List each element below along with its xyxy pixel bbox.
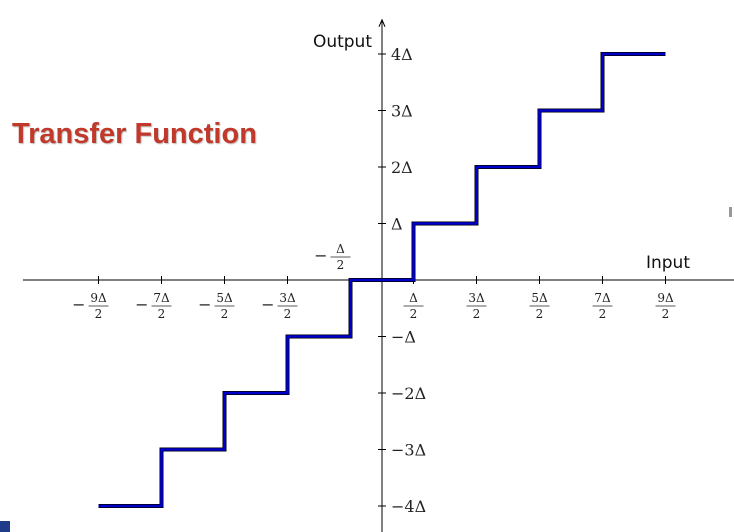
- series: [98, 52, 666, 508]
- tick-denominator: 2: [337, 258, 345, 272]
- tick-sign: −: [314, 246, 327, 265]
- tick-numerator: 5Δ: [531, 291, 548, 305]
- slide-corner-accent: [0, 521, 10, 532]
- x-tick-label: 9Δ2: [655, 291, 676, 321]
- tick-denominator: 2: [599, 307, 607, 321]
- x-tick-label: −5Δ 2: [198, 291, 235, 321]
- slide-edge-mark: [729, 207, 732, 217]
- y-tick-label: 2Δ: [391, 158, 413, 177]
- y-tick-label: −3Δ: [391, 441, 426, 460]
- tick-denominator: 2: [662, 307, 670, 321]
- series-line: [98, 52, 666, 508]
- slide-title: Transfer Function: [12, 118, 257, 150]
- y-axis-label: Output: [313, 32, 372, 52]
- tick-numerator: Δ: [336, 242, 345, 256]
- tick-numerator: 7Δ: [153, 291, 170, 305]
- tick-denominator: 2: [158, 307, 166, 321]
- tick-denominator: 2: [284, 307, 292, 321]
- x-axis-label: Input: [646, 253, 690, 273]
- tick-denominator: 2: [536, 307, 544, 321]
- x-tick-label-neg-half: − Δ 2: [314, 242, 351, 272]
- tick-denominator: 2: [410, 307, 418, 321]
- x-tick-label: 3Δ2: [466, 291, 487, 321]
- x-tick-label: −9Δ 2: [72, 291, 109, 321]
- tick-numerator: 3Δ: [279, 291, 296, 305]
- tick-sign: −: [261, 295, 274, 314]
- tick-denominator: 2: [95, 307, 103, 321]
- y-tick-label: −4Δ: [391, 497, 426, 516]
- y-axis-arrow: [378, 18, 386, 27]
- y-tick-label: 4Δ: [391, 45, 413, 64]
- y-tick-label: −2Δ: [391, 384, 426, 403]
- tick-numerator: 9Δ: [90, 291, 107, 305]
- tick-numerator: 9Δ: [657, 291, 674, 305]
- x-tick-label: −3Δ 2: [261, 291, 298, 321]
- y-tick-label: 3Δ: [391, 102, 413, 121]
- tick-denominator: 2: [473, 307, 481, 321]
- tick-numerator: Δ: [409, 291, 418, 305]
- x-tick-label: −7Δ 2: [135, 291, 172, 321]
- y-tick-label: Δ: [391, 215, 403, 234]
- x-tick-label: 5Δ2: [529, 291, 550, 321]
- tick-numerator: 3Δ: [468, 291, 485, 305]
- tick-denominator: 2: [221, 307, 229, 321]
- axes: [22, 18, 734, 532]
- tick-numerator: 7Δ: [594, 291, 611, 305]
- tick-sign: −: [198, 295, 211, 314]
- tick-numerator: 5Δ: [216, 291, 233, 305]
- x-tick-label: Δ2: [403, 291, 424, 321]
- y-tick-label: −Δ: [391, 328, 416, 347]
- x-tick-label: 7Δ2: [592, 291, 613, 321]
- tick-sign: −: [135, 295, 148, 314]
- tick-sign: −: [72, 295, 85, 314]
